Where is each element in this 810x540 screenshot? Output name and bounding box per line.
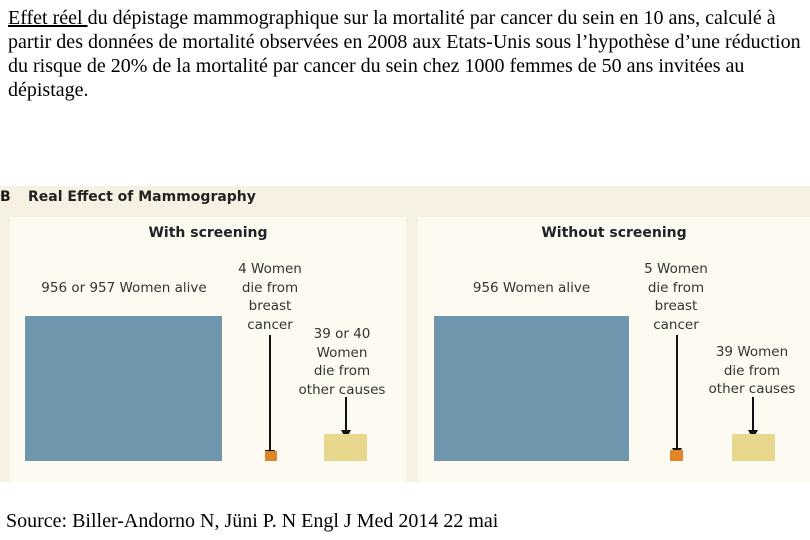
label-other-causes-text: 39 or 40 Women die from other causes [298,326,386,398]
panel-with-screening: With screening 956 or 957 Women alive 4 … [10,217,406,482]
label-breast-cancer-text: 4 Women die from breast cancer [238,261,302,333]
source-citation: Source: Biller-Andorno N, Jüni P. N Engl… [6,510,499,532]
label-breast-cancer: 5 Women die from breast cancer [636,260,716,334]
label-alive: 956 Women alive [472,280,591,296]
bar-other-causes [732,434,775,461]
bar-alive [25,316,222,461]
arrow-line-breast-cancer [676,335,678,448]
bar-breast-cancer [670,449,683,461]
arrow-line-other-causes [345,397,347,430]
caption-underlined: Effet réel [8,7,88,29]
label-other-causes: 39 Women die from other causes [702,343,802,399]
arrow-line-breast-cancer [269,335,271,450]
figure-label: B [0,189,11,205]
panel-title: Without screening [541,225,687,241]
label-breast-cancer-text: 5 Women die from breast cancer [644,261,708,333]
bar-other-causes [324,433,367,461]
figure-title: Real Effect of Mammography [28,189,256,205]
caption-rest: du dépistage mammographique sur la morta… [8,7,801,101]
label-alive: 956 or 957 Women alive [41,280,207,296]
bar-breast-cancer [265,451,277,461]
panel-without-screening: Without screening 956 Women alive 5 Wome… [418,217,810,482]
label-other-causes: 39 or 40 Women die from other causes [292,325,392,399]
label-other-causes-text: 39 Women die from other causes [708,344,796,397]
label-breast-cancer: 4 Women die from breast cancer [230,260,310,334]
panel-title: With screening [148,225,268,241]
arrow-line-other-causes [752,397,754,430]
bar-alive [434,316,629,461]
caption-text: Effet réel du dépistage mammographique s… [8,6,804,102]
figure: B Real Effect of Mammography With screen… [0,186,810,482]
